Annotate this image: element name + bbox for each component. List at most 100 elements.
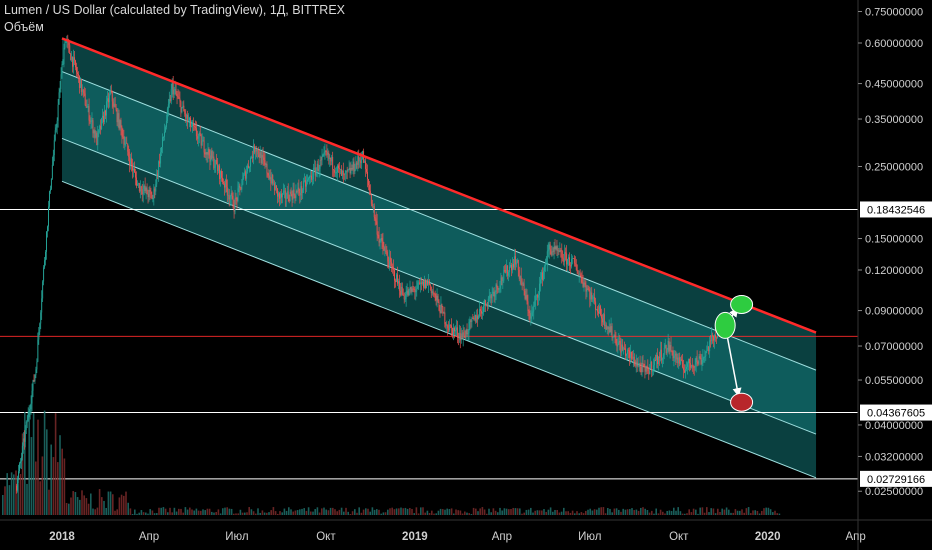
- volume-bar: [294, 510, 297, 515]
- volume-bar: [233, 513, 235, 515]
- volume-bar: [358, 507, 360, 515]
- candle-body: [53, 140, 55, 156]
- candle-body: [372, 206, 374, 207]
- candle-body: [520, 276, 522, 284]
- candle-body: [138, 183, 140, 192]
- candle-body: [420, 282, 422, 285]
- candle-body: [195, 128, 197, 137]
- candle-body: [149, 189, 151, 192]
- candle-body: [437, 295, 439, 302]
- candle-body: [102, 115, 104, 119]
- resistance-trendline: [61, 37, 817, 334]
- candle-body: [418, 282, 420, 284]
- candle-body: [425, 280, 427, 289]
- volume-bar: [776, 513, 778, 515]
- volume-bar: [444, 509, 446, 515]
- price-tick-label: 0.07000000: [865, 341, 923, 353]
- candle-body: [373, 206, 375, 217]
- candle-body: [650, 361, 652, 368]
- candle-body: [538, 294, 540, 298]
- candle-body: [589, 291, 591, 300]
- volume-bar: [336, 511, 338, 515]
- candle-body: [32, 380, 34, 391]
- candle-body: [566, 253, 568, 265]
- volume-bar: [184, 507, 187, 515]
- volume-bar: [125, 491, 127, 515]
- volume-bar: [79, 499, 81, 515]
- candle-body: [463, 332, 465, 336]
- candle-body: [504, 269, 506, 271]
- volume-bar: [195, 508, 198, 515]
- price-tick-label: 0.12000000: [865, 265, 923, 277]
- candle-body: [277, 188, 279, 197]
- volume-bar: [433, 513, 435, 515]
- candle-body: [111, 91, 113, 102]
- candle-body: [495, 284, 497, 292]
- candle-body: [126, 142, 128, 144]
- volume-label: Объём: [4, 20, 44, 34]
- candle-body: [522, 283, 524, 285]
- candle-body: [220, 171, 221, 180]
- candle-body: [304, 180, 306, 182]
- volume-bar: [723, 509, 726, 515]
- candle-body: [472, 317, 474, 319]
- volume-bar: [778, 513, 781, 515]
- volume-bar: [197, 510, 200, 515]
- volume-bar: [87, 503, 90, 515]
- candle-body: [235, 197, 237, 199]
- candle-body: [224, 179, 226, 188]
- volume-bar: [391, 507, 393, 515]
- candle-body: [233, 207, 235, 212]
- candle-body: [484, 300, 486, 306]
- candle-body: [214, 166, 216, 168]
- volume-bar: [772, 512, 774, 515]
- candle-body: [199, 133, 201, 135]
- volume-bar: [706, 507, 708, 515]
- candle-body: [226, 187, 228, 196]
- candle-body: [288, 198, 290, 202]
- volume-bar: [736, 510, 739, 515]
- candle-body: [411, 288, 413, 292]
- volume-bar: [19, 474, 22, 515]
- candle-body: [49, 188, 51, 192]
- candle-body: [356, 162, 358, 165]
- candle-body: [249, 166, 250, 168]
- candle-body: [687, 358, 689, 364]
- volume-bar: [734, 509, 737, 515]
- candle-body: [280, 193, 281, 199]
- volume-bar: [164, 508, 167, 515]
- candle-body: [613, 335, 615, 338]
- candle-body: [458, 332, 460, 338]
- volume-bar: [277, 513, 279, 515]
- candle-body: [479, 309, 481, 317]
- volume-bar: [591, 510, 594, 515]
- candle-body: [280, 193, 282, 198]
- volume-bar: [151, 510, 154, 515]
- candle-body: [396, 274, 398, 284]
- volume-bar: [362, 509, 365, 515]
- volume-bar: [615, 508, 618, 515]
- volume-bar: [138, 512, 140, 515]
- candle-body: [335, 172, 337, 174]
- candle-body: [526, 295, 528, 302]
- candle-body: [293, 189, 295, 196]
- volume-bar: [272, 507, 275, 515]
- candle-body: [552, 251, 554, 253]
- volume-bar: [712, 508, 715, 515]
- candle-body: [536, 294, 538, 296]
- candle-body: [461, 333, 463, 339]
- candle-body: [46, 231, 47, 252]
- candle-body: [652, 369, 654, 372]
- candle-body: [92, 120, 94, 134]
- volume-bar: [30, 437, 33, 515]
- candle-body: [656, 354, 657, 361]
- volume-bar: [538, 510, 541, 515]
- volume-bar: [635, 509, 638, 515]
- volume-bar: [103, 500, 105, 515]
- candle-body: [107, 98, 109, 103]
- candle-body: [641, 363, 643, 373]
- candle-body: [346, 170, 348, 172]
- candle-body: [579, 273, 581, 275]
- volume-bar: [739, 510, 741, 515]
